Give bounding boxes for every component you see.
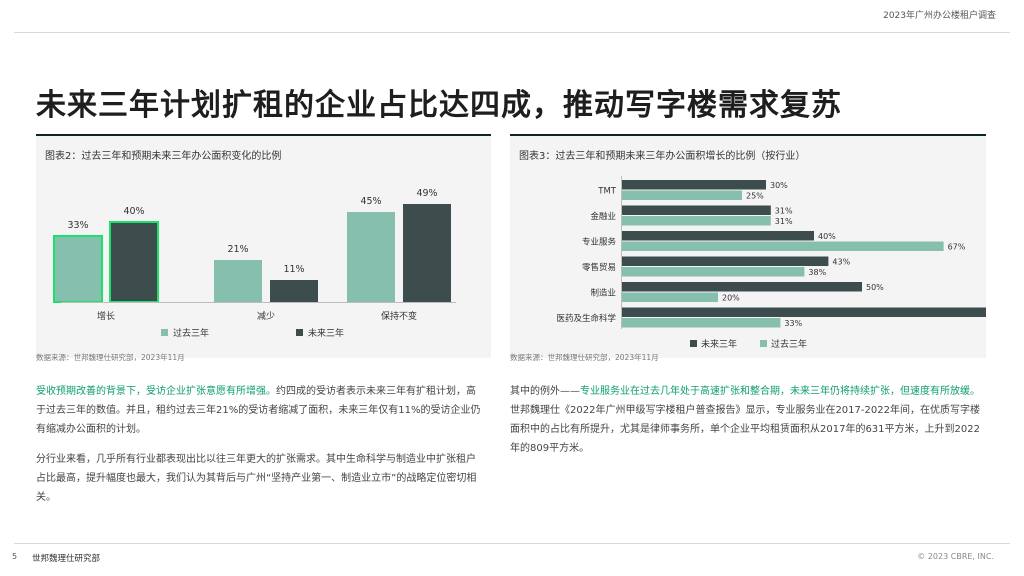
chart-panel-area-change: 33% 40% 增长 21% 11% 减少 45% 49% 保持不变过去三年 未来三年 图表2：过… bbox=[36, 134, 491, 358]
data-label: 50% bbox=[866, 283, 884, 292]
legend-swatch bbox=[690, 340, 697, 347]
page-title: 未来三年计划扩租的企业占比达四成，推动写字楼需求复苏 bbox=[36, 88, 842, 123]
category-label: 减少 bbox=[257, 310, 275, 322]
legend-label: 未来三年 bbox=[308, 327, 344, 339]
bar-past bbox=[622, 190, 742, 200]
paragraph-text: 世邦魏理仕《2022年广州甲级写字楼租户普查报告》显示，专业服务业在2017-2… bbox=[510, 405, 980, 454]
legend-swatch bbox=[760, 340, 767, 347]
category-label: 增长 bbox=[97, 310, 115, 322]
page-number: 5 bbox=[12, 552, 18, 561]
chart-panel-industry-growth: 30% 25% TMT 31% 31% 金融业 40% 67% 专业服务 43% 38% 零售贸易 50… bbox=[510, 134, 986, 358]
bar-future bbox=[622, 180, 766, 190]
bar-future bbox=[622, 307, 986, 317]
legend-swatch bbox=[161, 329, 168, 336]
bar-future bbox=[109, 221, 159, 303]
data-label: 31% bbox=[775, 207, 793, 216]
legend-label: 过去三年 bbox=[173, 327, 209, 339]
data-label: 25% bbox=[746, 192, 764, 201]
data-label: 33% bbox=[784, 319, 802, 328]
data-label: 30% bbox=[770, 181, 788, 190]
paragraph-text: 其中的例外—— bbox=[510, 386, 580, 397]
paragraph-professional-services: 其中的例外——专业服务业在过去几年处于高速扩张和整合期，未来三年仍将持续扩张，但… bbox=[510, 382, 982, 458]
data-label: 11% bbox=[283, 264, 304, 275]
category-label: TMT bbox=[597, 187, 617, 197]
data-label: 31% bbox=[775, 217, 793, 226]
bar-future bbox=[403, 204, 451, 302]
bar-past bbox=[53, 235, 103, 303]
category-label: 医药及生命科学 bbox=[556, 313, 616, 324]
category-label: 金融业 bbox=[590, 211, 616, 222]
header-divider bbox=[14, 32, 1010, 33]
data-label: 20% bbox=[722, 294, 740, 303]
bar-future bbox=[622, 231, 814, 241]
data-label: 40% bbox=[818, 232, 836, 241]
category-label: 制造业 bbox=[590, 288, 616, 299]
paragraph-by-industry: 分行业来看，几乎所有行业都表现出比以往三年更大的扩张需求。其中生命科学与制造业中… bbox=[36, 454, 477, 503]
footer-divider bbox=[14, 543, 1010, 544]
data-label: 33% bbox=[67, 220, 88, 231]
category-label: 专业服务 bbox=[582, 237, 617, 248]
chart-source-left: 数据来源：世邦魏理仕研究部，2023年11月 bbox=[36, 353, 185, 362]
bar-past bbox=[622, 267, 805, 277]
footer-org-name: 世邦魏理仕研究部 bbox=[32, 554, 101, 564]
legend-label: 未来三年 bbox=[701, 338, 737, 350]
bar-future bbox=[622, 282, 862, 292]
report-title: 2023年广州办公楼租户调查 bbox=[883, 11, 996, 21]
bar-past bbox=[347, 212, 395, 302]
chart-industry-growth: 30% 25% TMT 31%31% 金融业 40% 67% 专业服务 43% 38% 零售贸易 50… bbox=[556, 176, 986, 350]
data-label: 21% bbox=[227, 244, 248, 255]
bar-future bbox=[622, 256, 829, 266]
chart-source-right: 数据来源：世邦魏理仕研究部，2023年11月 bbox=[510, 353, 659, 362]
paragraph-text: 约四成的受访者表示未来三年有扩租计划，高于过去三年的数值。并且，租约过去三年21… bbox=[36, 386, 481, 435]
copyright: © 2023 CBRE, INC. bbox=[917, 552, 994, 561]
bar-past bbox=[214, 260, 262, 302]
category-label: 保持不变 bbox=[381, 310, 417, 322]
bar-past bbox=[622, 292, 718, 302]
data-label: 45% bbox=[360, 196, 381, 207]
paragraph-expansion-intent: 受收预期改善的背景下，受访企业扩张意愿有所增强。约四成的受访者表示未来三年有扩租… bbox=[36, 382, 482, 439]
data-label: 43% bbox=[832, 258, 850, 267]
data-label: 49% bbox=[416, 188, 437, 199]
bar-past bbox=[622, 318, 781, 328]
paragraph-highlight: 专业服务业在过去几年处于高速扩张和整合期，未来三年仍将持续扩张，但速度有所放缓。 bbox=[580, 386, 980, 397]
paragraph-highlight: 受收预期改善的背景下，受访企业扩张意愿有所增强。 bbox=[36, 386, 276, 397]
legend-swatch bbox=[296, 329, 303, 336]
legend-label: 过去三年 bbox=[771, 338, 807, 350]
bar-future bbox=[622, 205, 771, 215]
data-label: 38% bbox=[808, 268, 826, 277]
data-label: 40% bbox=[123, 206, 144, 217]
bar-past bbox=[622, 216, 771, 226]
chart-title-industry-growth: 图表3：过去三年和预期未来三年办公面积增长的比例（按行业） bbox=[519, 151, 806, 162]
bar-past bbox=[622, 241, 944, 251]
data-label: 67% bbox=[948, 243, 966, 252]
bar-future bbox=[270, 280, 318, 302]
category-label: 零售贸易 bbox=[582, 262, 616, 273]
chart-title-area-change: 图表2：过去三年和预期未来三年办公面积变化的比例 bbox=[45, 151, 282, 162]
